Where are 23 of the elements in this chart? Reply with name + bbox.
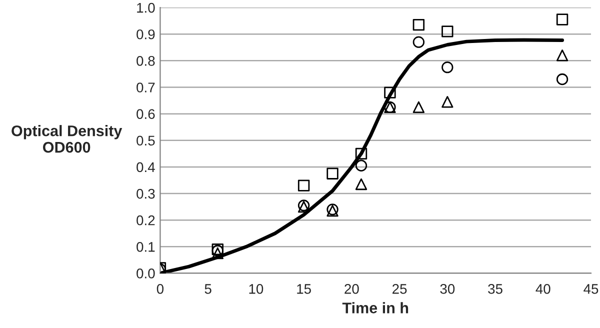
y-tick-label: 0.9 (136, 29, 155, 40)
y-tick-label: 0.0 (136, 268, 155, 278)
x-tick-label: 0 (156, 284, 164, 294)
y-tick-label: 0.3 (136, 188, 155, 199)
x-tick-label: 35 (488, 284, 502, 294)
x-tick-label: 10 (249, 284, 264, 294)
x-tick-label: 5 (204, 284, 212, 294)
y-tick-label: 0.5 (136, 136, 155, 146)
y-tick-label: 0.4 (136, 162, 155, 172)
x-tick-label: 15 (297, 284, 311, 294)
y-tick-label: 1.0 (137, 2, 155, 13)
y-tick-label: 0.8 (136, 56, 155, 66)
y-tick-label: 0.6 (136, 109, 155, 119)
x-tick-label: 30 (440, 284, 455, 294)
x-tick-label: 40 (536, 284, 550, 294)
x-axis-title: Time in h (342, 302, 408, 314)
y-tick-label: 0.2 (136, 215, 155, 226)
x-tick-label: 25 (392, 284, 407, 294)
y-axis-title: Optical Density OD600 (12, 125, 122, 153)
x-tick-label: 20 (344, 284, 359, 294)
y-tick-label: 0.7 (136, 82, 155, 92)
x-tick-label: 45 (584, 284, 598, 294)
y-tick-label: 0.1 (136, 242, 155, 252)
